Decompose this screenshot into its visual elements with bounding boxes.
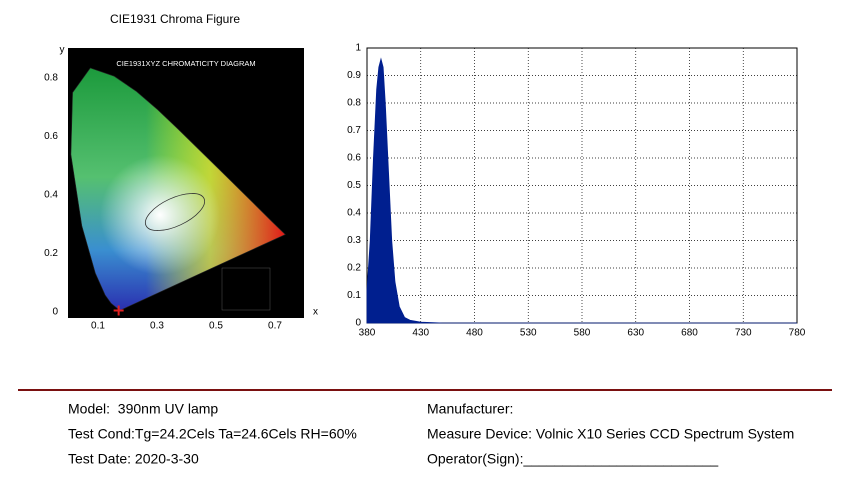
x-tick-label: 680: [681, 328, 698, 339]
y-tick-label: 0.8: [347, 98, 361, 109]
x-tick-label: 0.7: [268, 321, 282, 332]
info-line: Test Cond:Tg=24.2Cels Ta=24.6Cels RH=60%: [68, 426, 357, 442]
x-tick-label: 430: [412, 328, 429, 339]
chroma-point: [113, 305, 124, 316]
x-tick-label: 0.3: [150, 321, 164, 332]
plot-frame: [366, 47, 798, 324]
x-tick-label: 380: [359, 328, 376, 339]
y-tick-label: 0.2: [44, 248, 58, 259]
spectral-locus: [70, 67, 286, 311]
y-tick-label: 0.9: [347, 70, 361, 81]
y-tick-label: 0.6: [347, 153, 361, 164]
y-tick-label: 0.8: [44, 73, 58, 84]
info-line: Test Date: 2020-3-30: [68, 451, 199, 467]
info-line: Measure Device: Volnic X10 Series CCD Sp…: [427, 426, 794, 442]
info-line: Model: 390nm UV lamp: [68, 401, 218, 417]
x-tick-label: 480: [466, 328, 483, 339]
y-tick-label: 0.6: [44, 131, 58, 142]
x-tick-label: 730: [735, 328, 752, 339]
y-tick-label: 1: [355, 43, 361, 54]
x-tick-label: 780: [789, 328, 806, 339]
x-tick-label: 0.1: [91, 321, 105, 332]
y-tick-label: 0.4: [347, 208, 361, 219]
x-tick-label: 530: [520, 328, 537, 339]
y-tick-label: 0: [52, 307, 58, 318]
x-tick-label: 630: [627, 328, 644, 339]
x-axis-label: x: [313, 307, 318, 318]
y-axis-label: y: [60, 45, 65, 56]
x-tick-label: 0.5: [209, 321, 223, 332]
x-tick-label: 580: [574, 328, 591, 339]
y-tick-label: 0: [355, 318, 361, 329]
y-tick-label: 0.5: [347, 180, 361, 191]
cie-title: CIE1931 Chroma Figure: [110, 12, 240, 26]
y-tick-label: 0.3: [347, 235, 361, 246]
y-tick-label: 0.1: [347, 290, 361, 301]
info-line: Operator(Sign):_________________________: [427, 451, 718, 467]
spectrum-area: [366, 57, 797, 324]
info-line: Manufacturer:: [427, 401, 513, 417]
y-tick-label: 0.2: [347, 263, 361, 274]
diagram-label: CIE1931XYZ CHROMATICITY DIAGRAM: [116, 59, 255, 68]
info: Model: 390nm UV lamp Test Cond:Tg=24.2Cel…: [68, 401, 794, 467]
y-tick-label: 0.4: [44, 190, 58, 201]
y-tick-label: 0.7: [347, 125, 361, 136]
